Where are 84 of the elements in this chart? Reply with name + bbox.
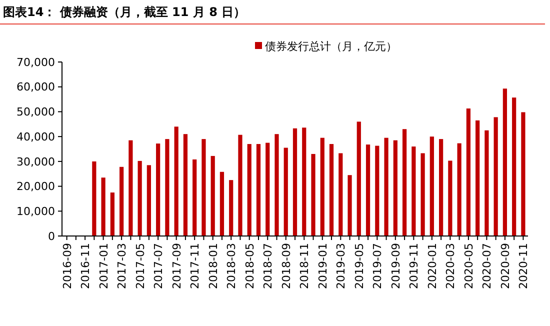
bar: [266, 142, 270, 236]
x-tick-label: 2018-05: [243, 243, 256, 289]
bar: [128, 140, 133, 236]
x-tick-label: 2017-05: [134, 243, 147, 289]
bar: [494, 117, 498, 236]
bar: [284, 148, 288, 236]
bar: [457, 143, 462, 236]
bar: [375, 146, 380, 236]
bar: [292, 128, 298, 236]
bar: [439, 139, 444, 236]
y-tick-label: 40,000: [16, 130, 55, 144]
x-tick-label: 2017-01: [97, 243, 110, 289]
bar: [348, 175, 352, 236]
bar: [320, 138, 324, 236]
x-tick-label: 2019-05: [352, 243, 366, 289]
x-tick-label: 2020-03: [444, 243, 458, 289]
bar: [247, 144, 252, 236]
x-tick-label: 2017-03: [116, 243, 129, 289]
bar: [430, 136, 434, 236]
x-tick-label: 2020-11: [517, 243, 530, 289]
bar: [338, 153, 343, 236]
x-tick-label: 2017-07: [152, 243, 166, 289]
bar: [512, 98, 516, 236]
legend-label: 债券发行总计（月，亿元）: [265, 40, 397, 53]
x-tick-label: 2019-07: [371, 243, 384, 289]
bar: [220, 172, 224, 236]
bar: [202, 139, 206, 236]
x-tick-label: 2018-07: [262, 243, 275, 289]
bar: [366, 144, 370, 236]
bar: [448, 160, 452, 236]
bar: [101, 178, 106, 236]
bar: [192, 159, 197, 236]
y-tick-label: 50,000: [16, 106, 55, 119]
bar: [476, 120, 480, 236]
x-tick-label: 2019-01: [316, 243, 330, 289]
y-tick-label: 30,000: [16, 155, 55, 168]
bar: [210, 156, 215, 236]
x-tick-label: 2018-01: [206, 243, 220, 289]
bar: [420, 153, 425, 236]
bar: [502, 88, 508, 236]
bar: [484, 130, 489, 236]
bar: [311, 154, 316, 236]
y-tick-label: 60,000: [16, 80, 55, 94]
bar: [329, 144, 334, 236]
bar: [384, 138, 388, 236]
x-tick-label: 2019-09: [389, 243, 402, 289]
x-tick-label: 2018-09: [280, 243, 293, 289]
x-tick-label: 2020-07: [480, 243, 494, 289]
bar: [393, 140, 398, 236]
x-tick-label: 2017-09: [170, 243, 184, 289]
chart-title: 图表14： 债券融资（月，截至 11 月 8 日）: [3, 5, 246, 19]
x-tick-label: 2016-11: [79, 243, 92, 289]
bar: [402, 129, 407, 236]
x-tick-label: 2016-09: [60, 243, 74, 289]
bar: [165, 139, 170, 236]
bar: [183, 134, 188, 236]
bar: [356, 122, 361, 236]
x-tick-label: 2020-01: [426, 243, 439, 289]
bar: [466, 108, 470, 236]
y-tick-label: 20,000: [16, 180, 55, 194]
x-tick-label: 2019-11: [408, 243, 421, 289]
bar: [92, 161, 96, 236]
y-tick-label: 10,000: [16, 204, 55, 218]
bar: [412, 146, 416, 236]
bar: [138, 160, 142, 236]
bar: [146, 165, 151, 236]
y-tick-label: 0: [48, 230, 55, 243]
x-tick-label: 2020-09: [498, 243, 512, 289]
x-tick-label: 2020-05: [462, 243, 476, 289]
bar: [174, 126, 178, 236]
x-tick-label: 2018-11: [298, 243, 312, 289]
bar: [256, 144, 261, 236]
bar: [229, 180, 234, 236]
x-tick-label: 2018-03: [225, 243, 238, 289]
x-tick-label: 2017-11: [188, 243, 202, 289]
bar: [238, 134, 242, 236]
bar: [521, 112, 526, 236]
bar: [274, 134, 279, 236]
x-tick-label: 2019-03: [334, 243, 348, 289]
bar: [156, 144, 160, 236]
bar: [110, 192, 114, 236]
y-tick-label: 70,000: [16, 56, 55, 69]
bar: [120, 166, 124, 236]
bar: [302, 128, 306, 236]
